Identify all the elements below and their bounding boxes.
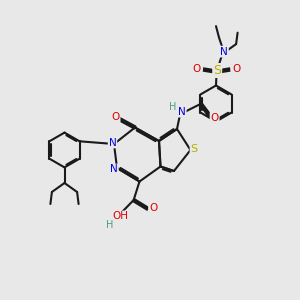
Text: S: S [213,64,221,77]
Text: O: O [192,64,201,74]
Text: N: N [110,164,118,175]
Text: N: N [220,46,228,57]
Text: N: N [178,106,186,117]
Text: H: H [169,102,177,112]
Text: O: O [149,203,157,213]
Text: OH: OH [112,212,129,221]
Text: N: N [109,137,116,148]
Text: S: S [190,144,198,154]
Text: O: O [232,64,241,74]
Text: O: O [211,113,219,123]
Text: H: H [106,220,114,230]
Text: O: O [111,112,120,122]
